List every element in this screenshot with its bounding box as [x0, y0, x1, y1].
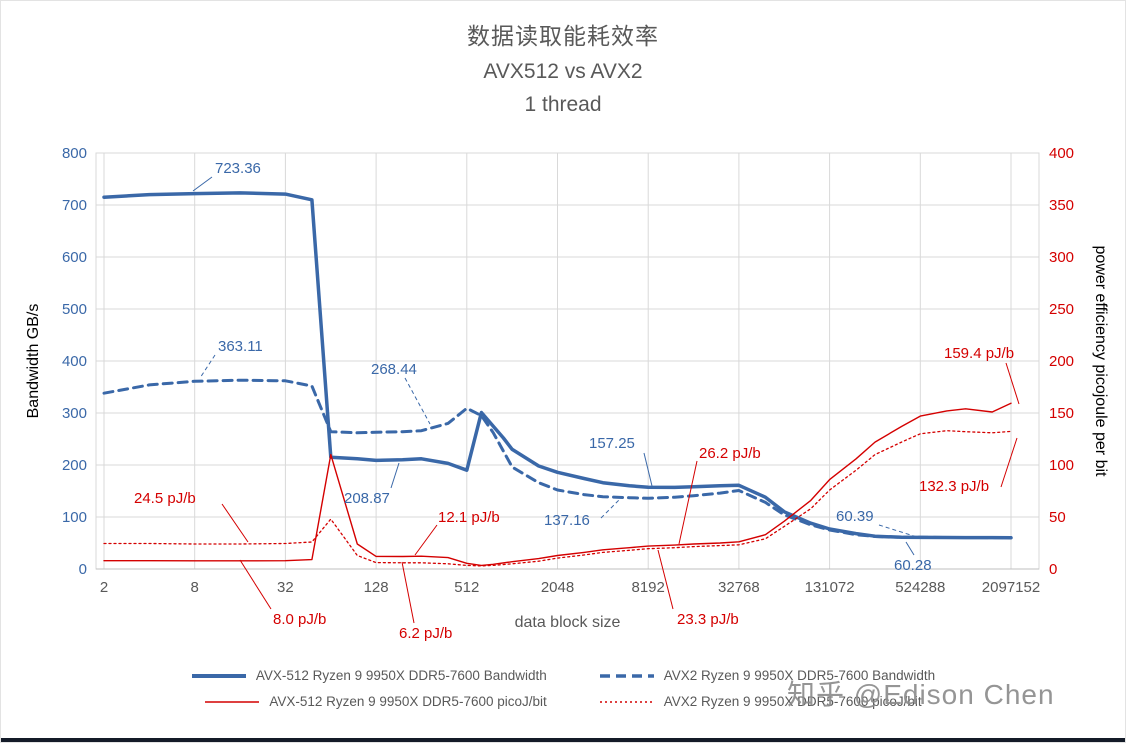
- chart-subtitle-2: 1 thread: [524, 93, 602, 116]
- legend-row-picojbit: AVX-512 Ryzen 9 9950X DDR5-7600 picoJ/bi…: [1, 694, 1125, 709]
- chart-subtitle-1: AVX512 vs AVX2: [483, 60, 643, 83]
- legend-label-avx512-bandwidth: AVX-512 Ryzen 9 9950X DDR5-7600 Bandwidt…: [255, 668, 547, 683]
- annotation-leader: [600, 498, 621, 519]
- right-tick-label: 50: [1049, 509, 1066, 526]
- annotation-leader: [643, 452, 653, 487]
- left-tick-label: 200: [62, 457, 87, 474]
- legend-label-avx2-picojbit: AVX2 Ryzen 9 9950X DDR5-7600 picoJ/bit: [663, 694, 922, 709]
- right-tick-label: 0: [1049, 561, 1057, 578]
- annotation-label: 723.36: [215, 160, 261, 177]
- annotation-label: 12.1 pJ/b: [438, 509, 500, 526]
- chart-title: 数据读取能耗效率: [467, 23, 659, 49]
- annotation-label: 60.39: [836, 508, 874, 525]
- legend-line-avx512-picojbit: [205, 700, 260, 703]
- right-tick-label: 400: [1049, 145, 1074, 162]
- annotation-leader: [657, 549, 674, 610]
- series-avx2-picojbit-line: [103, 430, 1012, 567]
- annotation-leader: [401, 561, 415, 624]
- legend-line-avx512-bandwidth: [191, 673, 246, 678]
- annotation-label: 26.2 pJ/b: [699, 445, 761, 462]
- annotation-leader: [221, 503, 249, 543]
- legend-line-avx2-picojbit: [599, 700, 654, 703]
- legend-row-bandwidth: AVX-512 Ryzen 9 9950X DDR5-7600 Bandwidt…: [1, 668, 1125, 683]
- x-tick-label: 2097152: [982, 579, 1040, 596]
- annotation-leader: [390, 462, 400, 489]
- annotation-leader: [1000, 437, 1018, 488]
- watermark: 知乎 @Edison Chen: [787, 679, 1055, 710]
- annotation-label: 8.0 pJ/b: [273, 611, 327, 628]
- annotation-leader: [239, 559, 272, 610]
- series-avx512-picojbit-line: [103, 402, 1012, 567]
- annotation-label: 363.11: [218, 338, 263, 355]
- x-tick-label: 2: [100, 579, 108, 596]
- annotation-leader: [905, 541, 915, 556]
- annotation-label: 60.28: [894, 557, 932, 574]
- left-tick-label: 700: [62, 197, 87, 214]
- right-tick-label: 100: [1049, 457, 1074, 474]
- legend-line-avx2-bandwidth: [599, 673, 654, 678]
- annotation-label: 137.16: [544, 512, 590, 529]
- right-tick-label: 350: [1049, 197, 1074, 214]
- left-tick-label: 500: [62, 301, 87, 318]
- annotation-leader: [192, 176, 213, 192]
- left-tick-label: 300: [62, 405, 87, 422]
- series-avx512-bandwidth-line: [102, 191, 1013, 540]
- series-avx2-bandwidth-line: [102, 378, 1013, 540]
- x-tick-label: 8192: [632, 579, 665, 596]
- annotation-label: 24.5 pJ/b: [134, 490, 196, 507]
- left-tick-label: 800: [62, 145, 87, 162]
- x-tick-label: 8: [191, 579, 199, 596]
- annotation-leader: [1005, 362, 1020, 405]
- x-tick-label: 32: [277, 579, 294, 596]
- right-tick-label: 300: [1049, 249, 1074, 266]
- annotation-leader: [678, 460, 698, 545]
- bottom-bar: [1, 738, 1125, 742]
- title-block: 数据读取能耗效率 AVX512 vs AVX2 1 thread: [1, 17, 1125, 117]
- x-tick-label: 131072: [805, 579, 855, 596]
- annotation-label: 6.2 pJ/b: [399, 625, 453, 642]
- legend-item-avx2-picojbit[interactable]: AVX2 Ryzen 9 9950X DDR5-7600 picoJ/bit: [599, 694, 922, 709]
- left-tick-label: 600: [62, 249, 87, 266]
- annotation-label: 157.25: [589, 435, 635, 452]
- annotation-label: 23.3 pJ/b: [677, 611, 739, 628]
- annotation-leader: [199, 354, 216, 379]
- annotation-leader: [404, 377, 431, 425]
- x-tick-label: 524288: [895, 579, 945, 596]
- right-tick-label: 200: [1049, 353, 1074, 370]
- annotation-label: 132.3 pJ/b: [919, 478, 990, 495]
- x-tick-label: 2048: [541, 579, 574, 596]
- legend-item-avx512-picojbit[interactable]: AVX-512 Ryzen 9 9950X DDR5-7600 picoJ/bi…: [204, 694, 547, 709]
- x-axis-title: data block size: [514, 614, 621, 631]
- legend: AVX-512 Ryzen 9 9950X DDR5-7600 Bandwidt…: [1, 668, 1125, 720]
- legend-label-avx512-picojbit: AVX-512 Ryzen 9 9950X DDR5-7600 picoJ/bi…: [269, 694, 547, 709]
- x-tick-label: 128: [364, 579, 389, 596]
- legend-item-avx2-bandwidth[interactable]: AVX2 Ryzen 9 9950X DDR5-7600 Bandwidth: [599, 668, 935, 683]
- annotation-label: 159.4 pJ/b: [944, 345, 1015, 362]
- legend-item-avx512-bandwidth[interactable]: AVX-512 Ryzen 9 9950X DDR5-7600 Bandwidt…: [191, 668, 547, 683]
- x-tick-label: 512: [454, 579, 479, 596]
- annotation-leader: [414, 524, 438, 556]
- x-tick-label: 32768: [718, 579, 760, 596]
- annotation-label: 268.44: [371, 361, 417, 378]
- right-tick-label: 150: [1049, 405, 1074, 422]
- left-tick-label: 100: [62, 509, 87, 526]
- legend-label-avx2-bandwidth: AVX2 Ryzen 9 9950X DDR5-7600 Bandwidth: [663, 668, 936, 683]
- left-tick-label: 400: [62, 353, 87, 370]
- right-tick-label: 250: [1049, 301, 1074, 318]
- annotation-label: 208.87: [344, 490, 390, 507]
- left-tick-label: 0: [79, 561, 87, 578]
